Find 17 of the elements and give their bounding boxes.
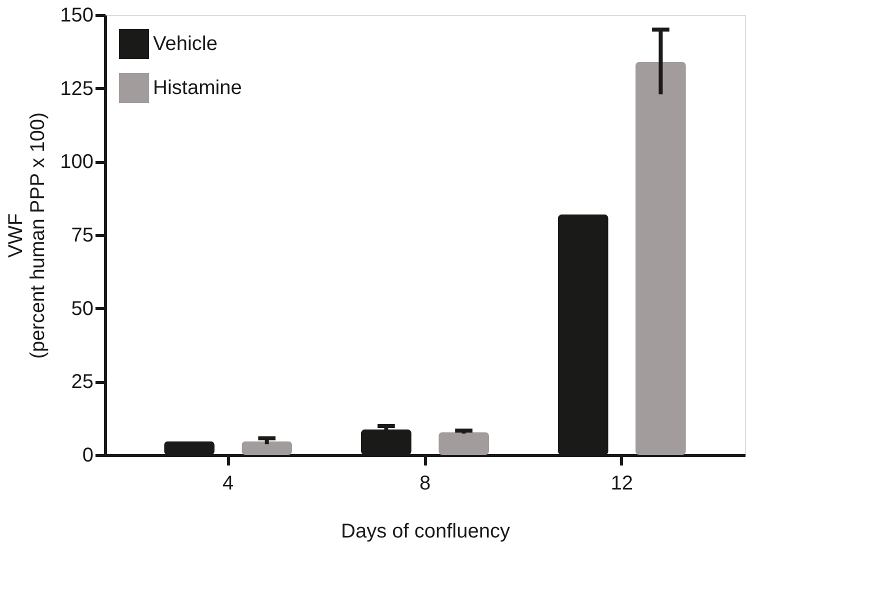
- bar: [438, 432, 489, 455]
- y-axis-title: VWF (percent human PPP x 100): [5, 112, 50, 359]
- x-tick-label: 4: [222, 472, 234, 494]
- y-tick-label: 75: [71, 224, 94, 246]
- x-axis-title: Days of confluency: [341, 520, 510, 542]
- y-tick-label: 150: [60, 4, 94, 26]
- y-tick-label: 100: [60, 151, 94, 174]
- x-tick-label: 12: [610, 472, 634, 494]
- bar: [242, 441, 292, 455]
- legend-label: Histamine: [153, 77, 242, 99]
- y-tick-label: 0: [82, 444, 94, 466]
- y-tick-label: 25: [71, 371, 94, 394]
- legend-label: Vehicle: [153, 33, 218, 55]
- bar: [636, 62, 686, 455]
- y-tick-label: 50: [71, 298, 94, 320]
- x-tick-label: 8: [419, 472, 431, 494]
- y-tick-label: 125: [60, 78, 94, 100]
